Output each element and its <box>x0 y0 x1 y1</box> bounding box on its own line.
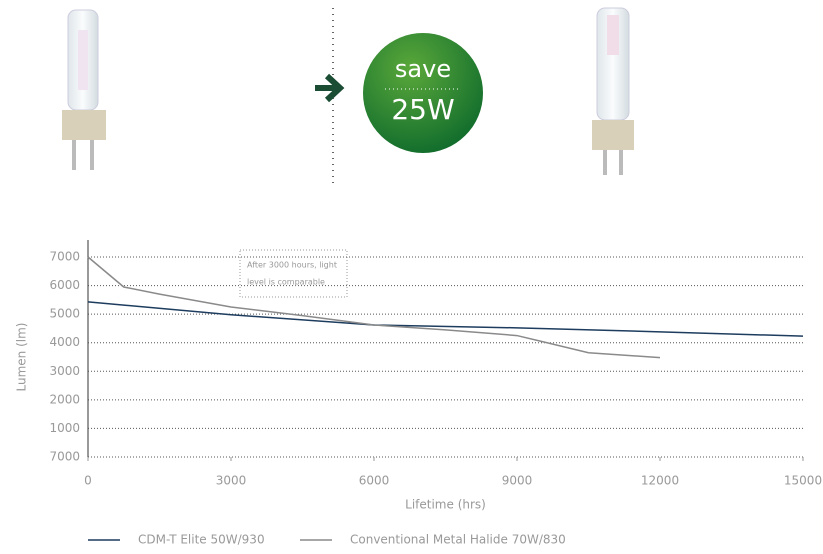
x-tick-label: 12000 <box>641 474 679 488</box>
y-tick-label: 7000 <box>49 450 80 464</box>
y-tick-label: 5000 <box>49 307 80 321</box>
lamp-left <box>62 9 106 170</box>
lamp-right <box>592 7 634 175</box>
y-axis-label: Lumen (lm) <box>15 323 29 392</box>
badge-top: save <box>395 55 451 83</box>
badge <box>363 33 483 153</box>
y-tick-label: 7000 <box>49 250 80 264</box>
series-line <box>87 301 804 337</box>
arrow <box>315 73 345 103</box>
y-tick-label: 3000 <box>49 364 80 378</box>
legend-label: CDM-T Elite 50W/930 <box>138 533 265 547</box>
y-tick-label: 2000 <box>49 392 80 406</box>
y-tick-label: 6000 <box>49 278 80 292</box>
x-tick-label: 3000 <box>216 474 247 488</box>
x-tick-label: 15000 <box>784 474 822 488</box>
x-tick-label: 0 <box>84 474 92 488</box>
x-tick-label: 9000 <box>502 474 533 488</box>
badge-bottom: 25W <box>391 93 454 126</box>
x-axis-label: Lifetime (hrs) <box>405 498 486 512</box>
annotation-box <box>239 249 348 298</box>
annotation: After 3000 hours, light <box>247 261 337 270</box>
series-line <box>87 256 661 359</box>
annotation: level is comparable <box>247 278 325 287</box>
x-tick-label: 6000 <box>359 474 390 488</box>
y-tick-label: 1000 <box>49 421 80 435</box>
y-tick-label: 4000 <box>49 335 80 349</box>
legend-label: Conventional Metal Halide 70W/830 <box>350 533 566 547</box>
